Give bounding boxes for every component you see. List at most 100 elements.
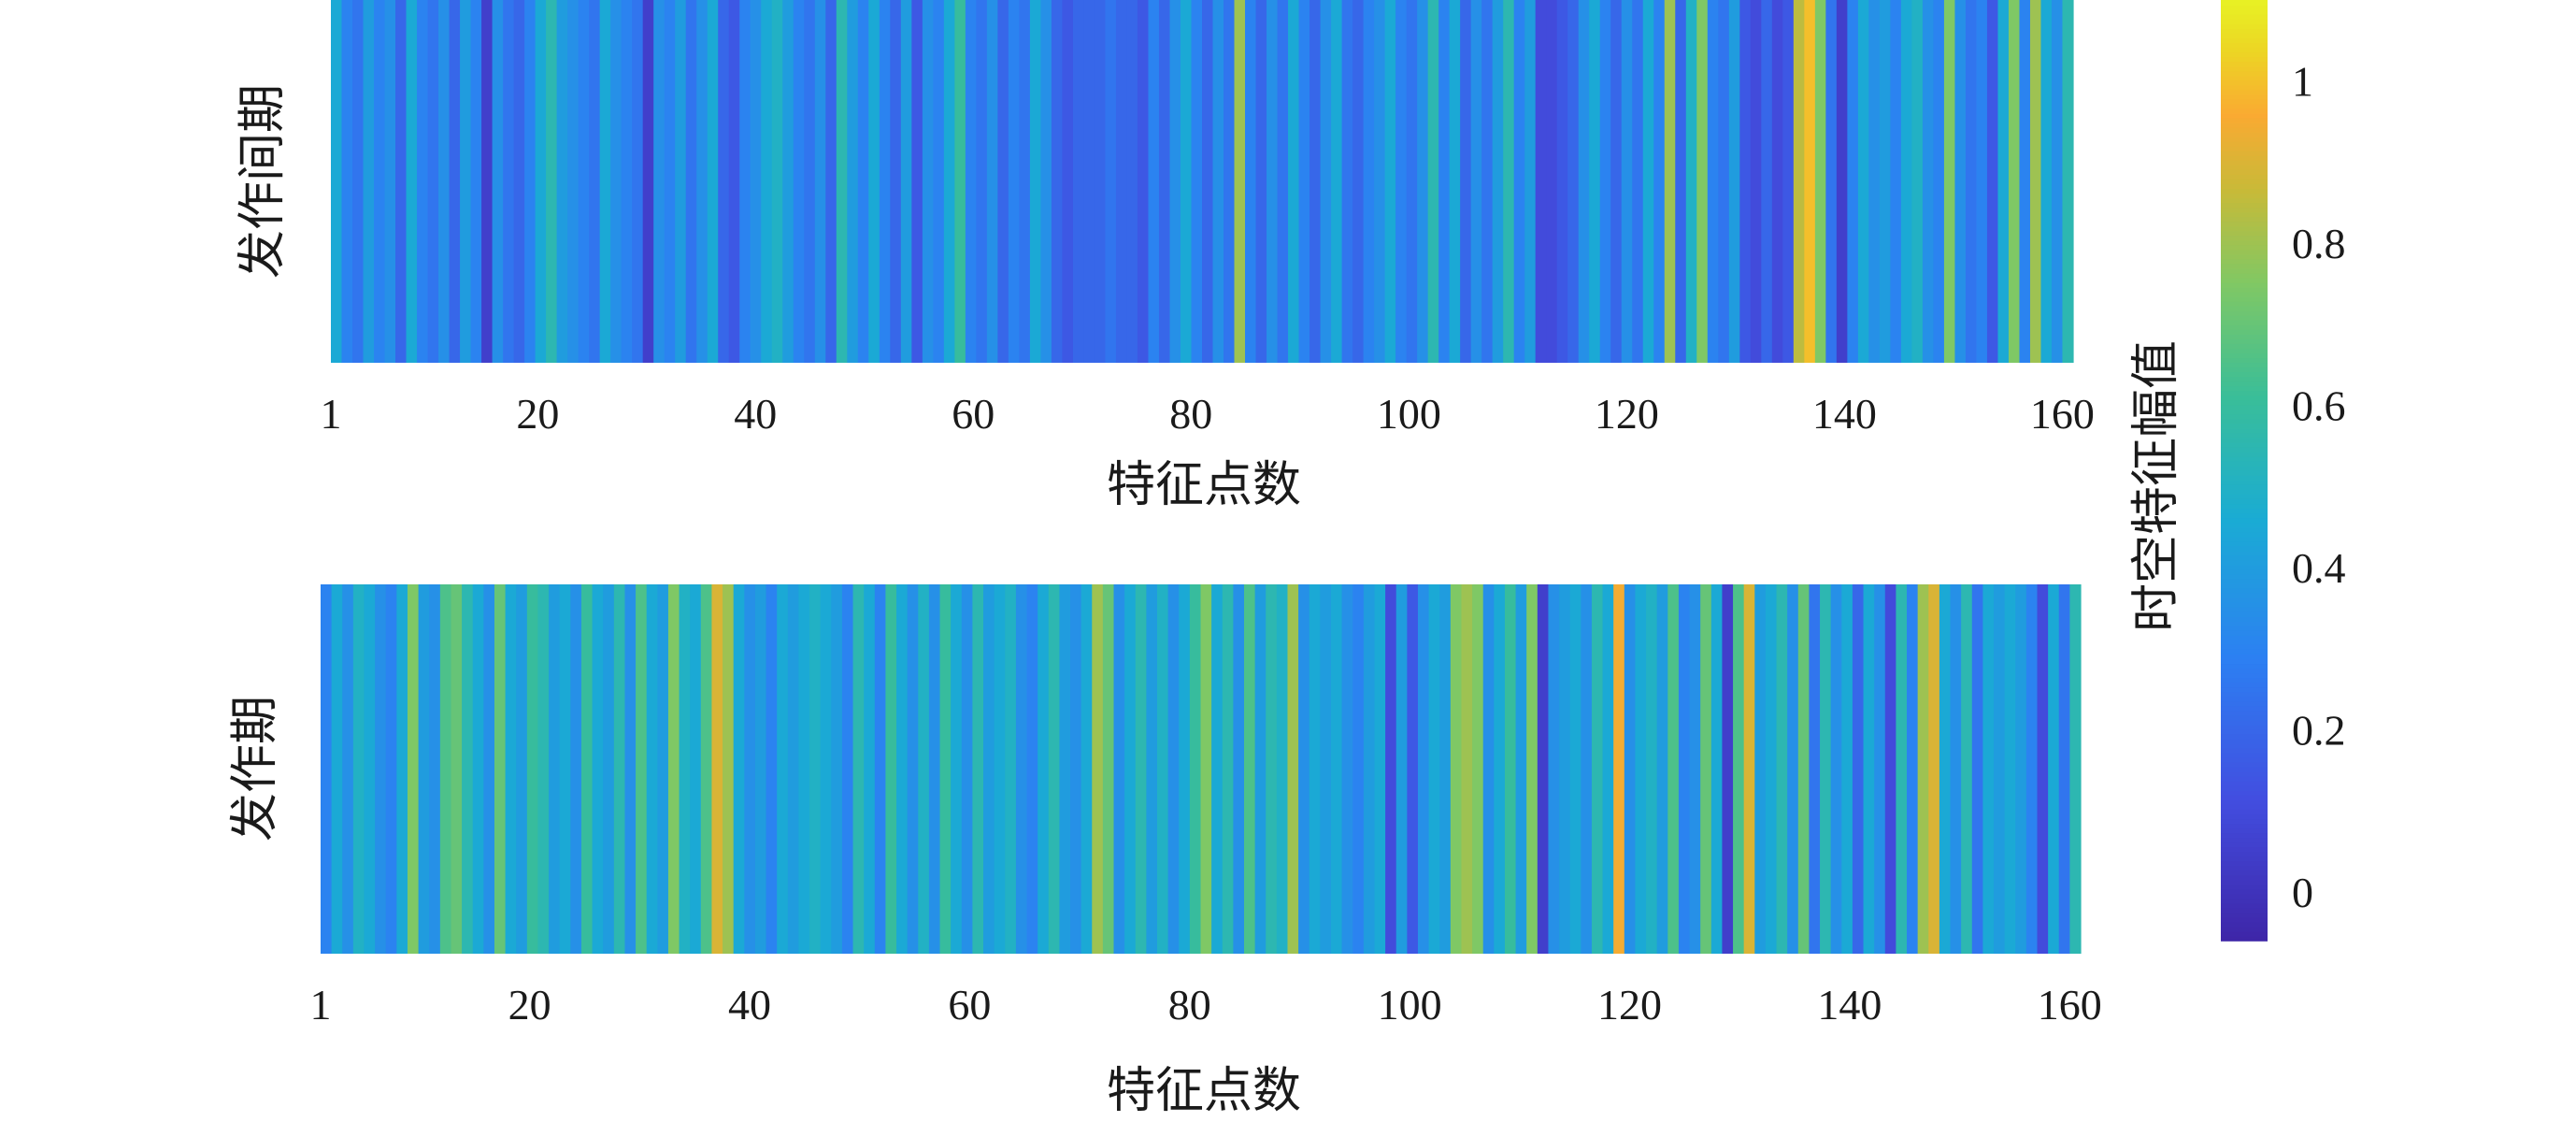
heatmap-cells-interictal <box>331 0 2074 363</box>
colorbar-segment <box>2221 432 2268 439</box>
heatmap-panel-ictal: 1 20 40 60 80 100 120 140 160 特征点数 发作期 <box>227 584 2102 1119</box>
colorbar-segment <box>2221 140 2268 147</box>
heatmap-cell <box>395 0 408 363</box>
heatmap-cell <box>384 0 396 363</box>
heatmap-cell <box>1179 584 1191 954</box>
heatmap-cell <box>782 0 794 363</box>
heatmap-cell <box>1696 0 1709 363</box>
heatmap-cell <box>1439 584 1452 954</box>
colorbar-segment <box>2221 70 2268 77</box>
heatmap-cell <box>750 0 762 363</box>
heatmap-cell <box>1664 0 1676 363</box>
colorbar-segment <box>2221 455 2268 462</box>
heatmap-cell <box>1874 584 1886 954</box>
colorbar-segment <box>2221 84 2268 91</box>
heatmap-cell <box>1245 0 1257 363</box>
heatmap-cell <box>1481 0 1494 363</box>
colorbar-segment <box>2221 719 2268 726</box>
colorbar-segment <box>2221 122 2268 128</box>
heatmap-cell <box>470 0 482 363</box>
heatmap-cell <box>1917 584 1929 954</box>
heatmap-cell <box>1820 584 1832 954</box>
colorbar-segment <box>2221 409 2268 415</box>
colorbar-segment <box>2221 480 2268 485</box>
heatmap-cell <box>462 584 474 954</box>
colorbar-segment <box>2221 267 2268 274</box>
heatmap-cell <box>1771 0 1783 363</box>
heatmap-cell <box>874 584 887 954</box>
colorbar-segment <box>2221 315 2268 321</box>
colorbar-segment <box>2221 207 2268 213</box>
colorbar-segment <box>2221 19 2268 24</box>
colorbar-segment <box>2221 893 2268 899</box>
heatmap-cell <box>1124 584 1137 954</box>
x-axis-ticks-interictal: 1 20 40 60 80 100 120 140 160 <box>321 390 2095 438</box>
heatmap-cell <box>804 0 816 363</box>
heatmap-cell <box>636 584 648 954</box>
heatmap-cell <box>1330 584 1343 954</box>
heatmap-cell <box>1537 584 1550 954</box>
heatmap-cell <box>1879 0 1891 363</box>
colorbar-segment <box>2221 710 2268 716</box>
heatmap-cell <box>396 584 408 954</box>
heatmap-cell <box>1739 0 1752 363</box>
heatmap-cell <box>718 0 730 363</box>
colorbar-segment <box>2221 94 2268 100</box>
heatmap-cell <box>1765 584 1778 954</box>
colorbar-segment <box>2221 935 2268 942</box>
colorbar-segment <box>2221 367 2268 373</box>
heatmap-cell <box>364 584 376 954</box>
colorbar-segment <box>2221 930 2268 937</box>
colorbar-segment <box>2221 625 2268 631</box>
heatmap-cell <box>1472 584 1484 954</box>
heatmap-cell <box>624 584 637 954</box>
heatmap-cell <box>1148 0 1160 363</box>
heatmap-cell <box>642 0 654 363</box>
heatmap-cell <box>1395 584 1408 954</box>
heatmap-cell <box>1267 0 1279 363</box>
heatmap-cell <box>696 0 708 363</box>
heatmap-cell <box>667 584 680 954</box>
heatmap-cell <box>1255 0 1267 363</box>
colorbar-segment <box>2221 305 2268 311</box>
heatmap-cell <box>1986 0 1999 363</box>
heatmap-cell <box>613 584 626 954</box>
colorbar-segment <box>2221 508 2268 514</box>
colorbar-segment <box>2221 329 2268 335</box>
heatmap-cell <box>1157 584 1169 954</box>
heatmap-cell <box>1591 584 1604 954</box>
x-tick-label: 160 <box>2030 390 2095 438</box>
colorbar-tick-label: 0 <box>2292 869 2313 916</box>
heatmap-cell <box>1309 584 1321 954</box>
colorbar-segment <box>2221 752 2268 758</box>
heatmap-cell <box>1287 584 1299 954</box>
heatmap-cell <box>928 584 941 954</box>
colorbar-segment <box>2221 338 2268 344</box>
heatmap-cell <box>657 584 669 954</box>
colorbar-segment <box>2221 663 2268 669</box>
heatmap-cell <box>1438 0 1451 363</box>
heatmap-cell <box>1535 0 1547 363</box>
heatmap-cell <box>675 0 687 363</box>
x-tick-label: 160 <box>2038 981 2102 1028</box>
heatmap-cell <box>603 584 615 954</box>
heatmap-cell <box>2029 0 2042 363</box>
heatmap-cell <box>994 584 1006 954</box>
colorbar-segment <box>2221 427 2268 434</box>
x-tick-label: 120 <box>1597 981 1662 1028</box>
heatmap-cell <box>1482 584 1495 954</box>
colorbar-segment <box>2221 61 2268 67</box>
heatmap-cell <box>2004 584 2016 954</box>
heatmap-cell <box>1115 0 1128 363</box>
colorbar-segment <box>2221 742 2268 749</box>
colorbar-segment <box>2221 235 2268 241</box>
colorbar-segment <box>2221 239 2268 246</box>
heatmap-cell <box>1243 584 1256 954</box>
colorbar-segment <box>2221 818 2268 825</box>
heatmap-cell <box>1667 584 1680 954</box>
heatmap-cell <box>1384 0 1396 363</box>
heatmap-cell <box>1922 0 1935 363</box>
colorbar-tick-label: 0.8 <box>2292 220 2346 267</box>
heatmap-cell <box>954 0 966 363</box>
